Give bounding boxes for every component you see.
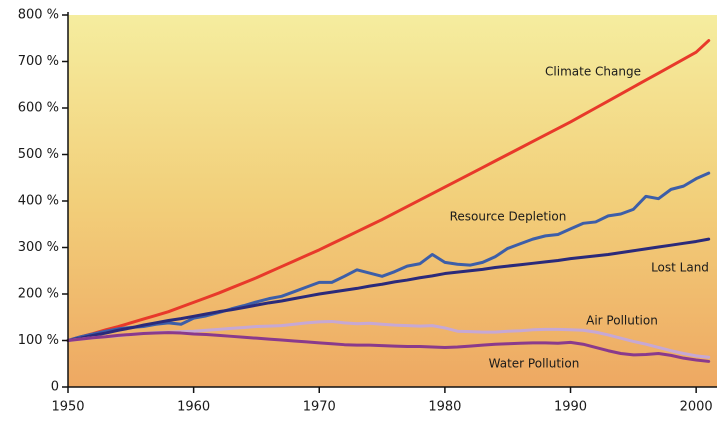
x-tick-label: 1990 — [554, 400, 587, 415]
y-tick-label: 500 % — [18, 147, 59, 162]
series-line — [66, 237, 711, 342]
y-tick-label: 600 % — [18, 101, 59, 116]
x-tick-label: 1970 — [303, 400, 336, 415]
series-line — [66, 331, 711, 363]
series-label: Lost Land — [651, 261, 709, 275]
series-label: Air Pollution — [586, 314, 658, 328]
series-label: Water Pollution — [489, 357, 580, 371]
y-tick-label: 200 % — [18, 287, 59, 302]
y-tick-label: 0 — [51, 380, 59, 395]
series-line — [66, 171, 711, 342]
x-tick-label: 1980 — [428, 400, 461, 415]
plot: Climate Change Resource Depletion Lost Lan… — [66, 39, 711, 371]
x-tick-label: 2000 — [680, 400, 713, 415]
y-tick-label: 800 % — [18, 8, 59, 23]
series-label: Resource Depletion — [450, 210, 567, 224]
y-tick-label: 700 % — [18, 54, 59, 69]
series-label: Climate Change — [545, 65, 641, 79]
x-tick-label: 1950 — [51, 400, 84, 415]
x-tick-label: 1960 — [177, 400, 210, 415]
y-tick-label: 100 % — [18, 333, 59, 348]
y-tick-label: 300 % — [18, 240, 59, 255]
y-tick-label: 400 % — [18, 194, 59, 209]
series-line — [66, 39, 711, 342]
